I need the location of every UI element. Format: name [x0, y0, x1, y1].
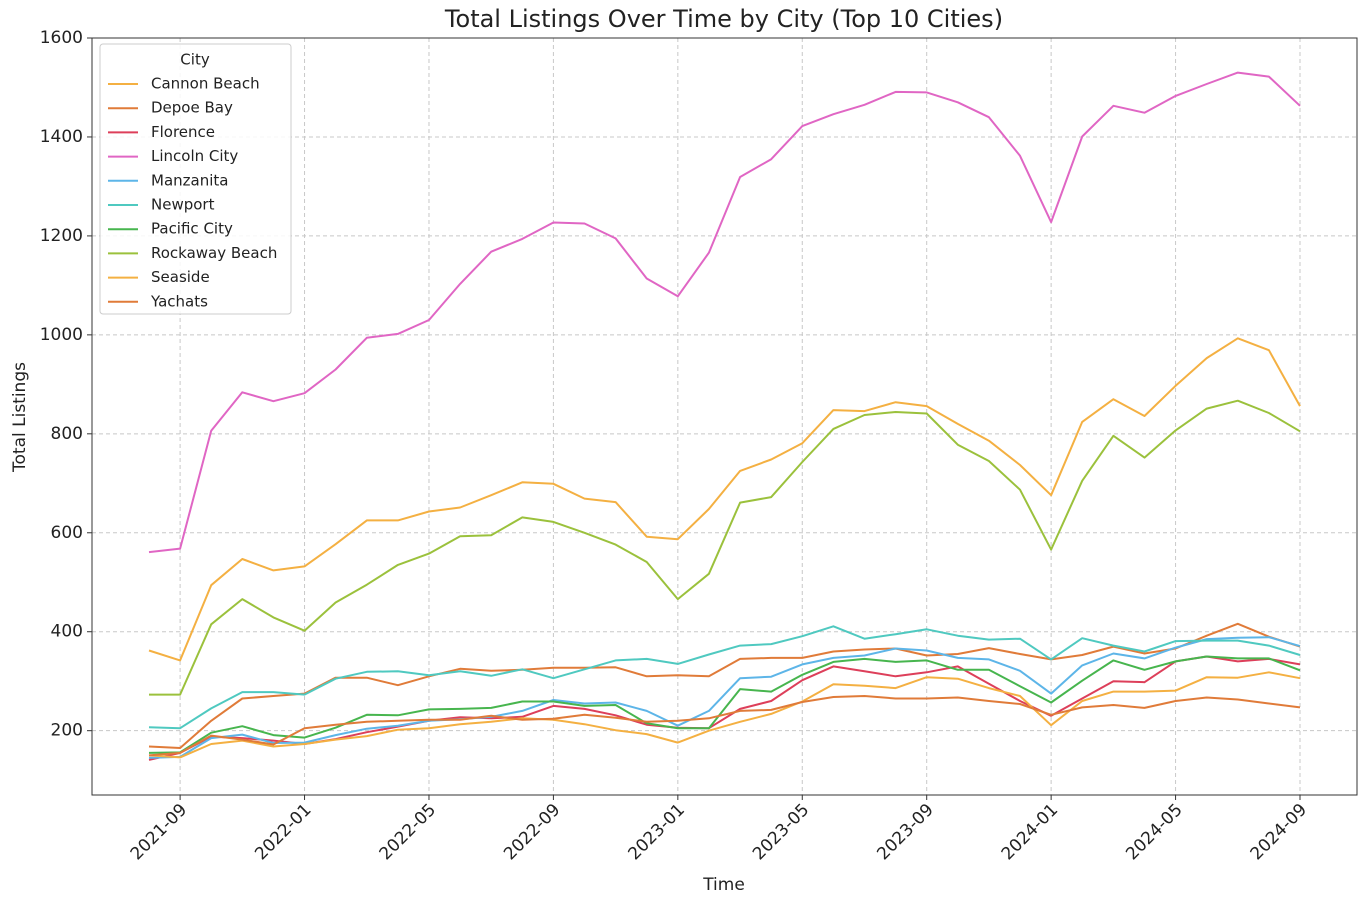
legend-label: Cannon Beach [151, 75, 260, 93]
x-tick-label: 2022-05 [376, 800, 440, 864]
legend-label: Manzanita [151, 171, 228, 189]
y-tick-label: 1600 [40, 28, 83, 48]
x-tick-label: 2021-09 [127, 800, 191, 864]
x-axis-label: Time [702, 875, 745, 895]
x-tick-label: 2024-05 [1122, 800, 1186, 864]
y-tick-label: 1200 [40, 226, 83, 246]
series-line [148, 636, 1301, 759]
plot-frame [91, 37, 1358, 796]
series-line [148, 337, 1301, 662]
legend-label: Newport [151, 196, 215, 214]
series-line [148, 655, 1301, 761]
x-tick-label: 2022-09 [500, 800, 564, 864]
y-tick-label: 1000 [40, 325, 83, 345]
series-line [148, 625, 1301, 730]
x-tick-label: 2024-09 [1247, 800, 1311, 864]
legend-box [99, 43, 292, 315]
y-tick-label: 600 [51, 523, 83, 543]
y-tick-label: 1400 [40, 127, 83, 147]
y-axis-label: Total Listings [10, 362, 30, 473]
legend: City Cannon Beach Depoe Bay Florence Lincoln… [99, 43, 292, 315]
legend-label: Florence [151, 123, 215, 141]
legend-title: City [180, 51, 210, 69]
legend-label: Rockaway Beach [151, 244, 277, 262]
y-tick-label: 400 [51, 622, 83, 642]
series-line [149, 399, 1301, 696]
series-line [148, 671, 1301, 759]
chart-title: Total Listings Over Time by City (Top 10… [444, 5, 1003, 33]
x-tick-label: 2023-01 [625, 800, 689, 864]
x-tick-label: 2023-05 [749, 800, 813, 864]
legend-label: Seaside [151, 268, 210, 286]
y-tick-label: 800 [51, 424, 83, 444]
x-tick-label: 2022-01 [251, 800, 315, 864]
x-tick-label: 2024-01 [998, 800, 1062, 864]
series-line [148, 695, 1301, 757]
x-tick-label: 2023-09 [873, 800, 937, 864]
legend-label: Depoe Bay [151, 99, 233, 117]
series-line [148, 71, 1301, 554]
legend-label: Pacific City [151, 220, 233, 238]
series-line [148, 655, 1301, 754]
legend-label: Lincoln City [151, 147, 238, 165]
legend-label: Yachats [150, 292, 208, 310]
lines [148, 71, 1301, 761]
y-tick-label: 200 [51, 721, 83, 741]
